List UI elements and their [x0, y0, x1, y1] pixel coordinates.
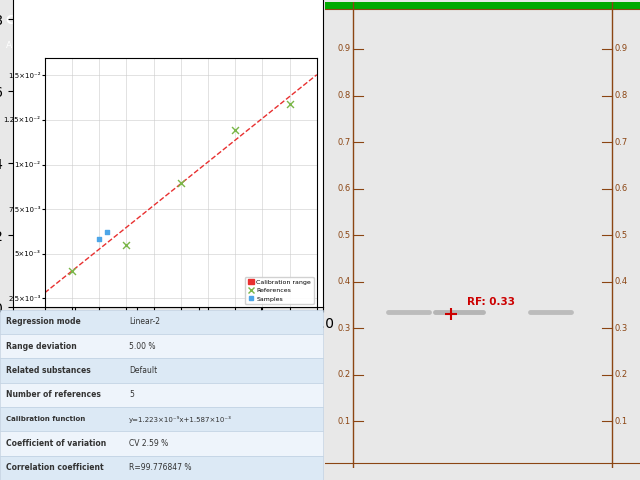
Text: 0.3: 0.3	[615, 324, 628, 333]
Text: Correlation coefficient: Correlation coefficient	[6, 463, 104, 472]
FancyBboxPatch shape	[0, 310, 323, 334]
Text: 0.7: 0.7	[337, 138, 350, 146]
Text: 0.9: 0.9	[337, 45, 350, 53]
Text: Number of references: Number of references	[6, 390, 101, 399]
Text: 0.7: 0.7	[615, 138, 628, 146]
FancyBboxPatch shape	[0, 358, 323, 383]
Text: RF: 0.33: RF: 0.33	[467, 297, 515, 307]
Text: Calibration function: Calibration function	[6, 416, 86, 422]
FancyBboxPatch shape	[325, 2, 640, 10]
Point	[175, 179, 186, 187]
FancyBboxPatch shape	[0, 456, 323, 480]
Text: Coefficient of variation: Coefficient of variation	[6, 439, 107, 448]
Text: 5.00 %: 5.00 %	[129, 342, 156, 350]
Text: Related substances: Related substances	[6, 366, 92, 375]
Point	[122, 241, 132, 249]
Text: Default: Default	[129, 366, 157, 375]
Text: 0.1: 0.1	[615, 417, 628, 426]
Text: CV 2.59 %: CV 2.59 %	[129, 439, 168, 448]
Text: 0.3: 0.3	[337, 324, 350, 333]
Text: Linear-2: Linear-2	[129, 317, 160, 326]
Text: 0.2: 0.2	[615, 371, 628, 379]
Text: 0.4: 0.4	[337, 277, 350, 286]
Text: Regression mode: Regression mode	[6, 317, 81, 326]
Text: 5: 5	[129, 390, 134, 399]
Point	[285, 100, 295, 108]
FancyBboxPatch shape	[0, 334, 323, 358]
Legend: Calibration range, References, Samples: Calibration range, References, Samples	[245, 276, 314, 304]
Text: 0.4: 0.4	[615, 277, 628, 286]
Text: Area calibration for substance Amoxicilline @ 230 nm:: Area calibration for substance Amoxicill…	[6, 40, 253, 49]
Text: 0.8: 0.8	[337, 91, 350, 100]
Text: 0.5: 0.5	[337, 231, 350, 240]
Text: 0.2: 0.2	[337, 371, 350, 379]
Text: Calibration results:: Calibration results:	[6, 14, 141, 27]
Text: 0.5: 0.5	[615, 231, 628, 240]
Point	[230, 126, 241, 133]
Text: y=1.223×10⁻⁹x+1.587×10⁻³: y=1.223×10⁻⁹x+1.587×10⁻³	[129, 416, 232, 423]
Text: Range deviation: Range deviation	[6, 342, 77, 350]
FancyBboxPatch shape	[0, 432, 323, 456]
Point	[102, 228, 113, 236]
X-axis label: Quantity (μg): Quantity (μg)	[153, 323, 209, 332]
Point	[94, 236, 104, 243]
Text: R=99.776847 %: R=99.776847 %	[129, 463, 192, 472]
Text: 0.6: 0.6	[337, 184, 350, 193]
Text: 0.1: 0.1	[337, 417, 350, 426]
Text: 0.8: 0.8	[615, 91, 628, 100]
FancyBboxPatch shape	[0, 407, 323, 432]
Text: 0.9: 0.9	[615, 45, 628, 53]
Point	[67, 267, 77, 275]
Text: 0.6: 0.6	[615, 184, 628, 193]
FancyBboxPatch shape	[0, 383, 323, 407]
